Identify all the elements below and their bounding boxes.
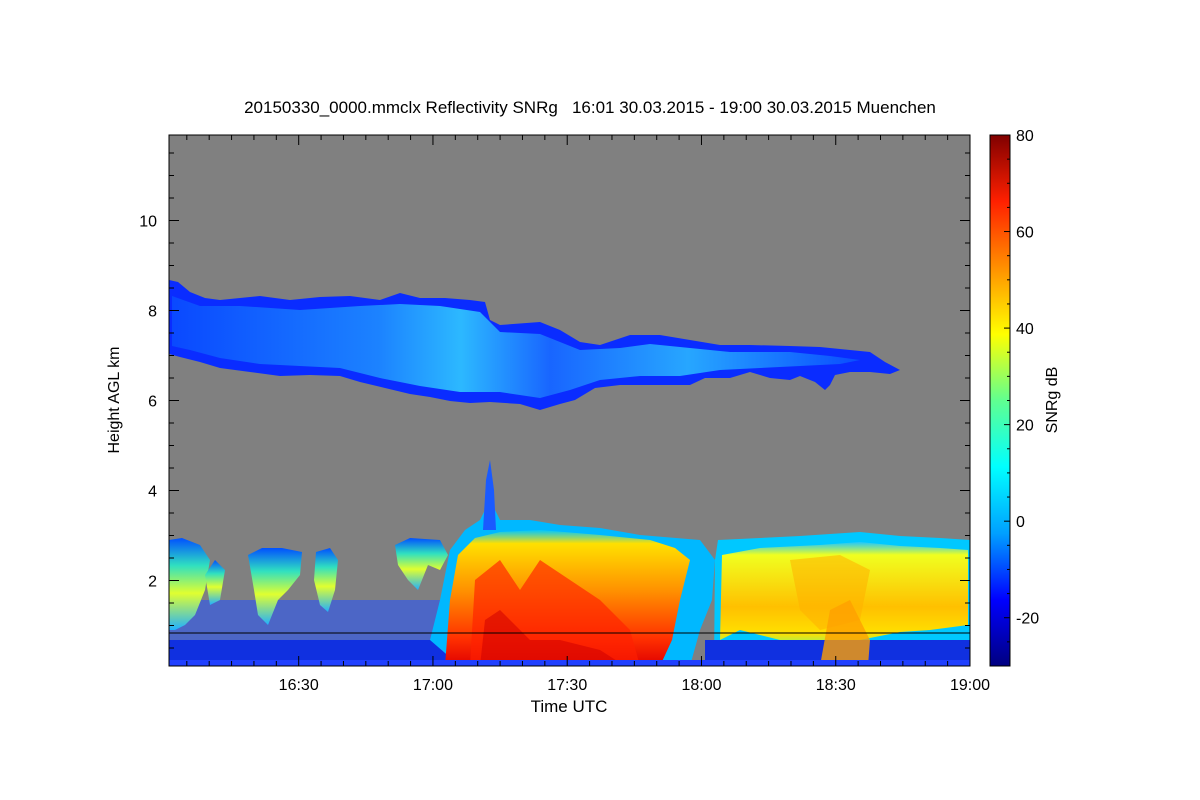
x-axis: 16:30 17:00 17:30 18:00 18:30 19:00	[186, 135, 990, 694]
y-tick-label: 8	[148, 304, 157, 321]
y-tick-label: 2	[148, 574, 157, 591]
x-tick-label: 18:00	[681, 677, 721, 694]
x-tick-label: 16:30	[279, 677, 319, 694]
y-axis: 2 4 6 8 10	[139, 152, 970, 649]
y-tick-label: 6	[148, 394, 157, 411]
upper-cloud-core	[172, 296, 860, 398]
x-tick-label: 17:00	[413, 677, 453, 694]
colorbar-tick-label: 80	[1016, 128, 1034, 145]
colorbar-tick-label: 20	[1016, 418, 1034, 435]
x-tick-label: 19:00	[950, 677, 990, 694]
colorbar-tick-label: 40	[1016, 321, 1034, 338]
colorbar-tick-label: 60	[1016, 225, 1034, 242]
x-tick-label: 17:30	[547, 677, 587, 694]
colorbar-ticks: -20 0 20 40 60 80	[1004, 128, 1039, 643]
convective-tower	[483, 460, 496, 530]
colorbar-tick-label: 0	[1016, 514, 1025, 531]
y-axis-label: Height AGL km	[106, 346, 123, 454]
chart-title: 20150330_0000.mmclx Reflectivity SNRg 16…	[244, 98, 936, 117]
colorbar-label: SNRg dB	[1044, 366, 1061, 434]
y-tick-label: 4	[148, 484, 157, 501]
y-tick-label: 10	[139, 214, 157, 231]
x-axis-label: Time UTC	[530, 697, 608, 716]
colorbar-tick-label: -20	[1016, 611, 1039, 628]
x-tick-label: 18:30	[816, 677, 856, 694]
